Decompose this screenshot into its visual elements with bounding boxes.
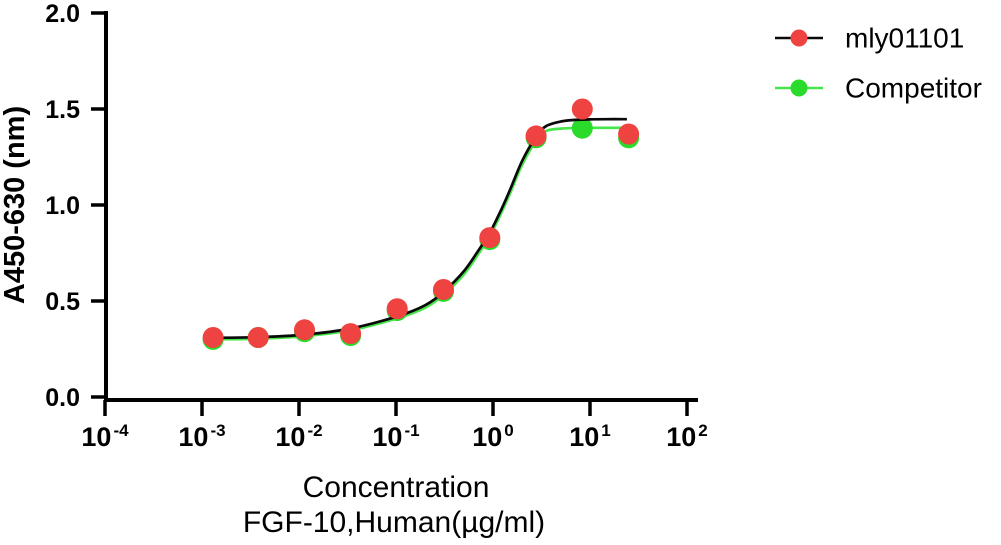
legend-label-mly01101: mly01101 (845, 23, 964, 54)
fit-curve-mly01101 (213, 117, 627, 340)
data-point-mly01101 (433, 279, 454, 300)
y-tick-label: 1.5 (45, 96, 80, 124)
x-axis-title-line1: Concentration (303, 471, 490, 504)
x-tick-label: 10 1 (569, 421, 611, 452)
data-point-mly01101 (247, 327, 269, 348)
legend-item-competitor: Competitor (775, 73, 982, 104)
y-tick-label: 1.0 (45, 192, 80, 220)
x-tick-label: 10 0 (472, 421, 514, 452)
x-axis-ticks: 10 -4 10 -3 10 -2 10 -1 10 0 10 1 10 2 (81, 400, 708, 452)
x-axis-title-line2: FGF-10,Human(µg/ml) (243, 506, 545, 539)
data-point-mly01101 (525, 125, 547, 147)
legend-label-competitor: Competitor (845, 73, 982, 104)
series-layer (202, 98, 640, 350)
legend-marker-mly01101 (790, 29, 808, 47)
x-tick-label: 10 2 (666, 421, 708, 452)
x-tick-label: 10 -4 (81, 421, 129, 452)
data-point-mly01101 (294, 319, 315, 341)
y-axis-ticks: 0.0 0.5 1.0 1.5 2.0 (45, 0, 106, 412)
x-tick-label: 10 -1 (372, 421, 419, 452)
data-point-mly01101 (340, 323, 362, 345)
x-tick-label: 10 -2 (275, 421, 322, 452)
y-tick-label: 2.0 (45, 0, 80, 28)
data-point-mly01101 (571, 98, 593, 120)
data-point-mly01101 (202, 327, 224, 348)
y-tick-label: 0.0 (45, 384, 80, 412)
y-tick-label: 0.5 (45, 288, 80, 316)
legend: mly01101 Competitor (775, 23, 982, 104)
data-point-mly01101 (386, 298, 408, 320)
legend-item-mly01101: mly01101 (775, 23, 964, 54)
y-axis-title: A450-630 (nm) (0, 106, 31, 304)
data-point-Competitor (571, 117, 593, 139)
data-point-mly01101 (479, 227, 501, 249)
legend-marker-competitor (790, 79, 808, 97)
x-tick-label: 10 -3 (178, 421, 225, 452)
data-point-mly01101 (618, 123, 640, 145)
